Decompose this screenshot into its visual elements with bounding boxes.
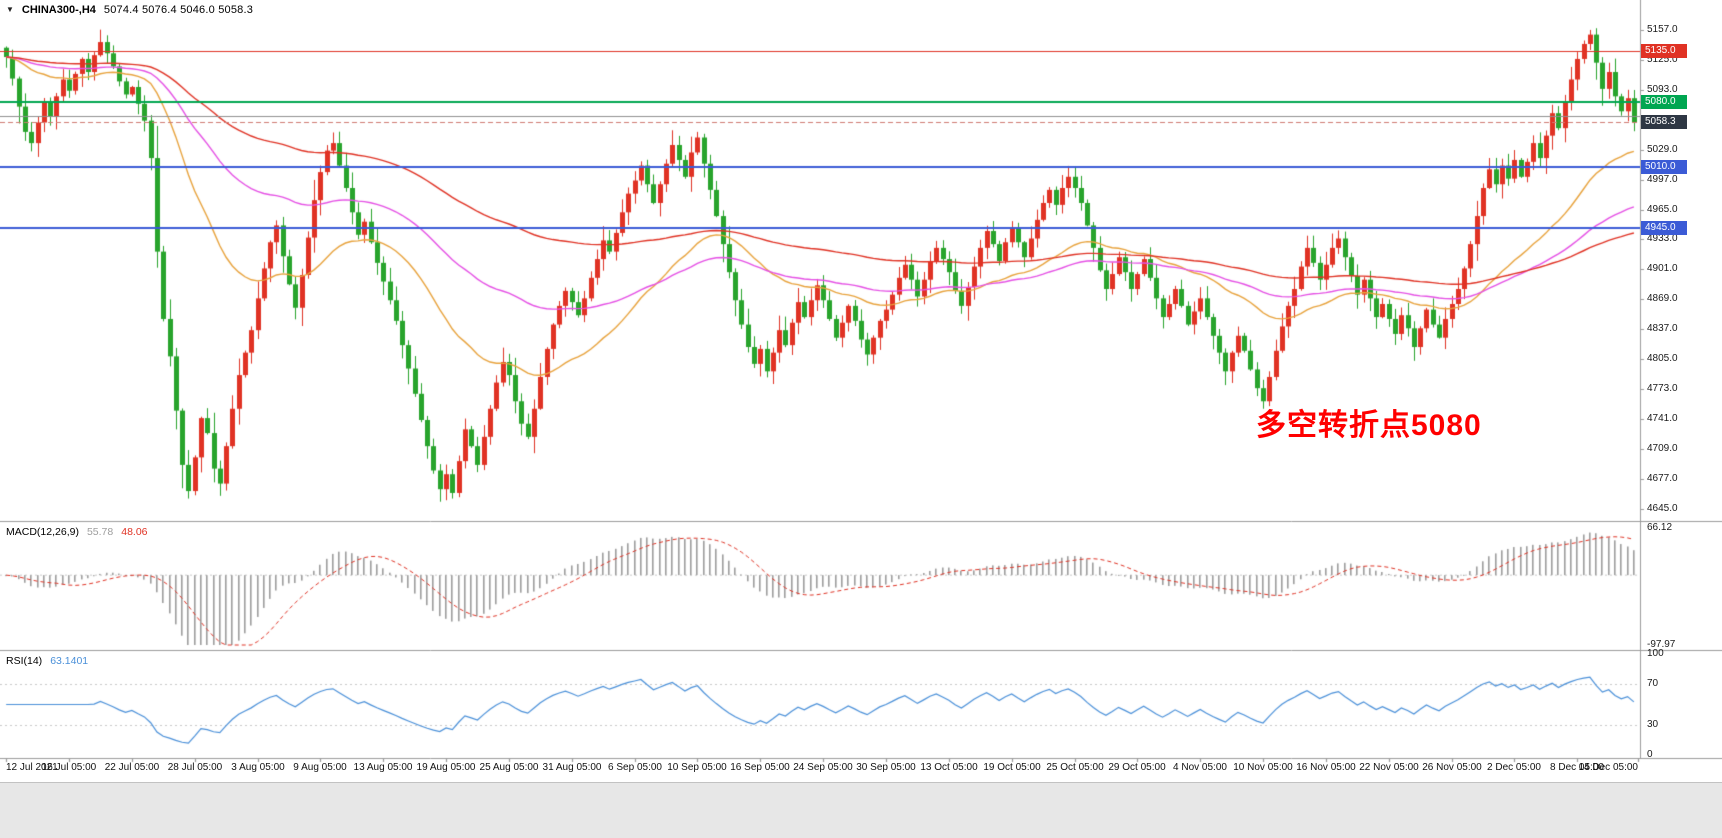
- price-tick-label: 5157.0: [1647, 24, 1678, 35]
- date-label: 4 Nov 05:00: [1173, 762, 1227, 773]
- price-badge-5080.0: 5080.0: [1641, 95, 1687, 109]
- rsi-value: 63.1401: [50, 655, 89, 667]
- macd-axis-label: -97.97: [1647, 639, 1676, 650]
- symbol-dropdown-icon: ▼: [6, 5, 14, 14]
- price-tick-label: 4709.0: [1647, 443, 1678, 454]
- date-label: 16 Jul 05:00: [41, 762, 97, 773]
- rsi-axis-label: 30: [1647, 719, 1659, 730]
- symbol-timeframe-label: CHINA300-,H4: [21, 4, 96, 16]
- date-label: 9 Aug 05:00: [293, 762, 347, 773]
- rsi-title: RSI(14): [6, 655, 43, 667]
- price-tick-label: 5029.0: [1647, 144, 1678, 155]
- price-tick-label: 4901.0: [1647, 263, 1678, 274]
- rsi-axis-label: 70: [1647, 678, 1659, 689]
- date-label: 10 Sep 05:00: [667, 762, 727, 773]
- date-label: 30 Sep 05:00: [856, 762, 916, 773]
- date-label: 13 Aug 05:00: [353, 762, 413, 773]
- date-label: 12 Jul 2021: [6, 762, 58, 773]
- date-label: 6 Sep 05:00: [608, 762, 662, 773]
- date-label: 25 Oct 05:00: [1046, 762, 1104, 773]
- macd-signal-value: 48.06: [121, 526, 148, 538]
- date-label: 29 Oct 05:00: [1108, 762, 1166, 773]
- price-tick-label: 4741.0: [1647, 413, 1678, 424]
- price-badge-5135.0: 5135.0: [1641, 44, 1687, 58]
- price-badge-4945.0: 4945.0: [1641, 221, 1687, 235]
- price-tick-label: 4645.0: [1647, 503, 1678, 514]
- macd-axis[interactable]: 66.12 -97.97: [1641, 522, 1721, 650]
- date-label: 14 Dec 05:00: [1578, 762, 1639, 773]
- date-label: 26 Nov 05:00: [1422, 762, 1482, 773]
- date-label: 16 Nov 05:00: [1296, 762, 1356, 773]
- price-tick-label: 4933.0: [1647, 233, 1678, 244]
- price-tick-label: 5125.0: [1647, 54, 1678, 65]
- price-tick-label: 5093.0: [1647, 84, 1678, 95]
- macd-main-value: 55.78: [86, 526, 114, 538]
- macd-axis-label: 66.12: [1647, 522, 1673, 533]
- time-axis[interactable]: 12 Jul 2021 16 Jul 05:00 22 Jul 05:00 28 Ju…: [0, 760, 1722, 780]
- date-label: 22 Nov 05:00: [1359, 762, 1419, 773]
- price-tick-label: 4773.0: [1647, 383, 1678, 394]
- date-label: 19 Aug 05:00: [416, 762, 476, 773]
- date-label: 2 Dec 05:00: [1487, 762, 1541, 773]
- rsi-axis-label: 100: [1647, 648, 1664, 659]
- rsi-indicator-label-row: RSI(14) 63.1401: [6, 655, 88, 667]
- ohlc-values: 5074.4 5076.4 5046.0 5058.3: [103, 4, 254, 16]
- date-label: 22 Jul 05:00: [104, 762, 160, 773]
- date-label: 13 Oct 05:00: [920, 762, 978, 773]
- window-bottom-strip: [0, 782, 1722, 838]
- rsi-axis[interactable]: 100 70 30 0: [1641, 648, 1721, 760]
- price-badge-5010.0: 5010.0: [1641, 160, 1687, 174]
- price-tick-label: 4837.0: [1647, 323, 1678, 334]
- symbol-ohlc-row: ▼ CHINA300-,H4 5074.4 5076.4 5046.0 5058…: [6, 4, 253, 16]
- date-label: 3 Aug 05:00: [231, 762, 285, 773]
- date-label: 16 Sep 05:00: [730, 762, 790, 773]
- macd-title: MACD(12,26,9): [6, 526, 79, 538]
- date-label: 31 Aug 05:00: [542, 762, 602, 773]
- price-badge-5058.3: 5058.3: [1641, 115, 1687, 129]
- annotation-text: 多空转折点5080: [1256, 409, 1482, 442]
- date-label: 28 Jul 05:00: [167, 762, 223, 773]
- date-label: 10 Nov 05:00: [1233, 762, 1293, 773]
- date-label: 19 Oct 05:00: [983, 762, 1041, 773]
- date-label: 25 Aug 05:00: [479, 762, 539, 773]
- macd-indicator-label-row: MACD(12,26,9) 55.78 48.06: [6, 526, 148, 538]
- price-tick-label: 4805.0: [1647, 353, 1678, 364]
- price-tick-label: 4997.0: [1647, 174, 1678, 185]
- rsi-axis-label: 0: [1647, 749, 1653, 760]
- price-tick-label: 4965.0: [1647, 204, 1678, 215]
- date-label: 8 Dec 05:00: [1550, 762, 1604, 773]
- price-tick-label: 4869.0: [1647, 293, 1678, 304]
- date-label: 24 Sep 05:00: [793, 762, 853, 773]
- price-axis[interactable]: 5157.0 5125.0 5093.0 5029.0 4997.0 4965.0 4933…: [1641, 0, 1721, 758]
- price-tick-label: 4677.0: [1647, 473, 1678, 484]
